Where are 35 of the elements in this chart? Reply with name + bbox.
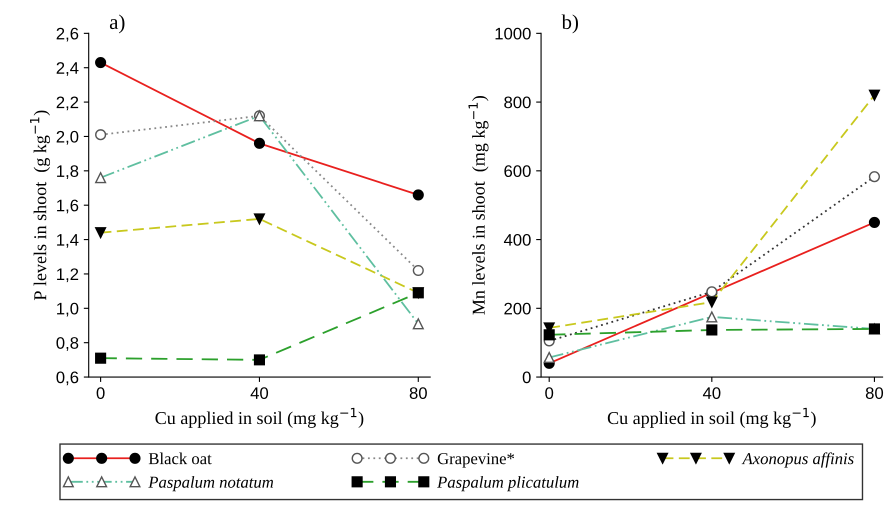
x-axis-title: Cu applied in soil (mg kg$^{−1}$): [155, 408, 364, 428]
y-tick-label: 200: [504, 302, 531, 315]
y-tick-label: 0,6: [56, 371, 78, 386]
y-tick-label: 0: [522, 371, 531, 384]
y-tick-label: 0,8: [56, 337, 78, 351]
x-tick-label: 0: [545, 387, 554, 400]
x-tick-label: 40: [702, 387, 720, 400]
legend-label: Paspalum notatum: [148, 476, 274, 492]
y-tick-label: 2,2: [56, 96, 78, 110]
legend-label: Axonopus affinis: [742, 452, 854, 468]
y-tick-label: 1,0: [57, 302, 78, 316]
x-tick-label: 80: [410, 387, 427, 400]
y-tick-label: 1000: [496, 28, 531, 40]
y-axis-title: P levels in shoot (g kg$^{−1}$): [30, 110, 50, 300]
x-tick-label: 0: [96, 387, 105, 400]
y-tick-label: 1,6: [57, 200, 78, 214]
y-tick-label: 2,6: [56, 28, 78, 42]
y-tick-label: 2,4: [56, 62, 78, 76]
y-tick-label: 400: [504, 234, 531, 246]
x-tick-label: 40: [250, 387, 268, 400]
point: [868, 171, 880, 182]
y-tick-label: 1,2: [57, 268, 78, 282]
y-tick-label: 2,0: [56, 130, 78, 145]
y-tick-label: 800: [504, 96, 531, 108]
legend-label: Grapevine*: [438, 453, 514, 468]
y-tick-label: 600: [504, 165, 531, 178]
y-tick-label: 1,8: [57, 165, 78, 179]
chart-title: a): [110, 14, 124, 34]
chart-title: b): [562, 14, 578, 34]
x-tick-label: 80: [866, 387, 884, 400]
legend-label: Black oat: [148, 452, 212, 464]
x-axis-title: Cu applied in soil (mg kg$^{−1}$): [608, 408, 816, 428]
legend-label: Paspalum plicatulum: [437, 476, 579, 492]
y-axis-title: Mn levels in shoot (mg kg$^{−1}$): [468, 96, 489, 315]
y-tick-label: 1,4: [57, 234, 78, 248]
